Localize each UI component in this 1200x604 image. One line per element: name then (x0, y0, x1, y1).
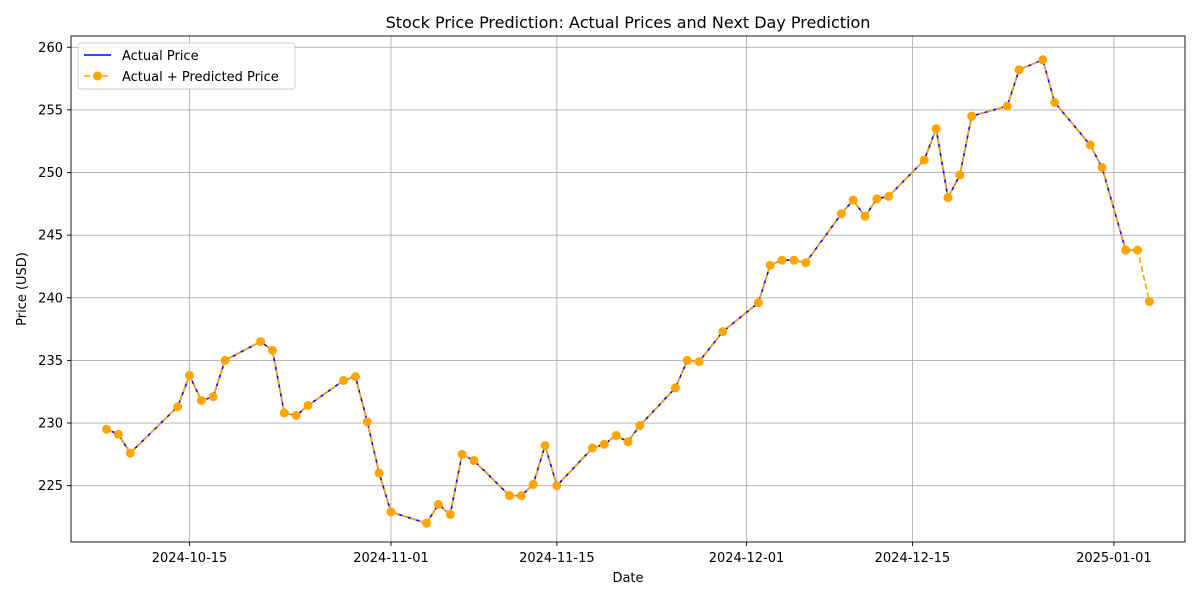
predicted-price-point (1014, 65, 1024, 75)
predicted-price-point (943, 193, 953, 203)
predicted-price-point (1133, 245, 1143, 255)
predicted-price-point (279, 408, 289, 418)
grid (71, 36, 1185, 542)
predicted-price-point (670, 383, 680, 393)
predicted-price-point (611, 431, 621, 441)
legend-label-actual: Actual Price (122, 49, 199, 64)
plot-frame (70, 35, 1186, 543)
predicted-price-point (256, 337, 266, 347)
predicted-price-point (1085, 140, 1095, 150)
predicted-price-point (955, 170, 965, 180)
predicted-price-point (635, 421, 645, 431)
predicted-price-point (350, 372, 360, 382)
x-tick-label: 2025-01-01 (1076, 551, 1152, 566)
predicted-price-point (872, 194, 882, 204)
legend-marker-predicted (93, 71, 102, 81)
predicted-price-point (753, 298, 763, 308)
predicted-price-point (516, 491, 526, 501)
predicted-price-point (362, 417, 372, 427)
predicted-price-point (196, 395, 206, 405)
x-tick-label: 2024-10-15 (152, 551, 228, 566)
y-tick-label: 225 (38, 479, 63, 494)
legend-box (77, 42, 296, 90)
predicted-price-line (106, 58, 1151, 525)
predicted-price-point (967, 111, 977, 121)
predicted-price-point (777, 255, 787, 265)
predicted-price-point (931, 124, 941, 134)
chart-title: Stock Price Prediction: Actual Prices an… (386, 13, 871, 32)
y-tick-label: 245 (38, 229, 63, 244)
predicted-price-point (185, 370, 195, 380)
predicted-price-point (504, 491, 514, 501)
predicted-price-point (469, 456, 479, 466)
predicted-price-point (173, 402, 183, 412)
predicted-price-point (919, 155, 929, 165)
predicted-price-point (457, 449, 467, 459)
axis-ticks: 2024-10-15 2024-11-01 2024-11-15 2024-12-01… (38, 41, 1152, 566)
y-tick-label: 230 (38, 417, 63, 432)
predicted-price-point (718, 327, 728, 337)
predicted-price-point (386, 507, 396, 517)
predicted-price-point (1050, 97, 1060, 107)
predicted-price-point (1002, 101, 1012, 111)
next-day-prediction-point (1144, 297, 1154, 307)
predicted-price-point (789, 255, 799, 265)
actual-price-line (106, 58, 1138, 525)
x-tick-label: 2024-12-15 (875, 551, 951, 566)
y-tick-label: 255 (38, 103, 63, 118)
predicted-price-point (836, 209, 846, 219)
predicted-price-point (102, 424, 112, 434)
predicted-price-point (374, 468, 384, 478)
x-axis-label: Date (612, 571, 643, 586)
x-tick-label: 2024-11-15 (519, 551, 595, 566)
predicted-price-point (291, 411, 301, 420)
predicted-price-point (125, 448, 135, 458)
y-tick-label: 235 (38, 354, 63, 369)
predicted-price-point (552, 481, 562, 491)
predicted-price-point (267, 345, 277, 355)
predicted-price-point (682, 355, 692, 365)
predicted-price-point (884, 191, 894, 201)
predicted-price-point (765, 260, 775, 270)
predicted-price-point (433, 499, 443, 509)
y-tick-label: 240 (38, 291, 63, 306)
series-layer (102, 55, 1154, 528)
predicted-price-point (801, 258, 811, 268)
predicted-price-point (694, 357, 704, 367)
predicted-price-point (422, 518, 432, 528)
predicted-price-point (303, 400, 313, 410)
x-tick-label: 2024-11-01 (353, 551, 429, 566)
x-tick-label: 2024-12-01 (709, 551, 785, 566)
y-axis-label: Price (USD) (15, 252, 30, 326)
predicted-price-point (860, 211, 870, 221)
predicted-price-point (587, 443, 597, 453)
predicted-price-point (528, 479, 538, 489)
predicted-price-point (220, 355, 230, 365)
predicted-price-point (623, 437, 633, 447)
legend: Actual Price Actual + Predicted Price (77, 42, 296, 90)
predicted-price-point (848, 195, 858, 205)
predicted-price-point (113, 429, 123, 439)
predicted-price-point (599, 439, 609, 449)
predicted-price-point (208, 392, 218, 402)
y-tick-label: 260 (38, 41, 63, 56)
predicted-price-point (1097, 163, 1107, 173)
predicted-price-point (445, 509, 455, 519)
predicted-price-point (540, 441, 550, 451)
predicted-price-point (1038, 55, 1048, 65)
legend-label-predicted: Actual + Predicted Price (122, 70, 279, 85)
predicted-price-point (339, 375, 349, 385)
y-tick-label: 250 (38, 166, 63, 181)
predicted-price-point (1121, 245, 1131, 255)
